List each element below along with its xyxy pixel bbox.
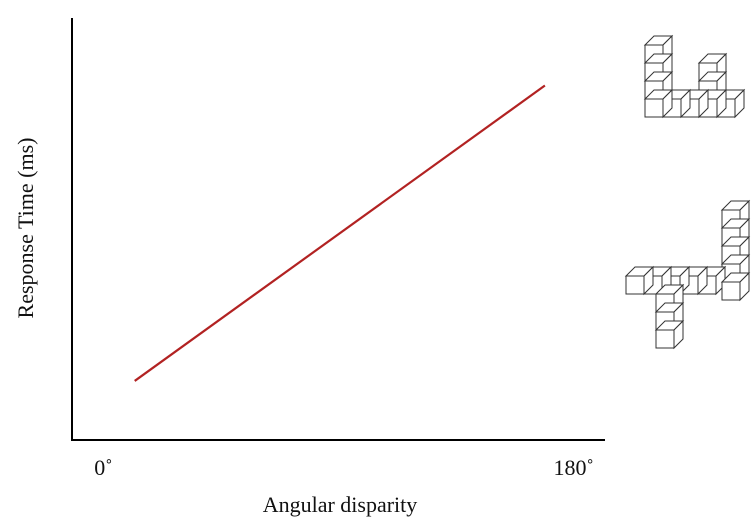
x-axis-label: Angular disparity <box>263 492 418 517</box>
cube-front <box>644 98 664 118</box>
cube-front <box>625 275 645 295</box>
data-line <box>134 84 546 382</box>
cube-front <box>655 329 675 349</box>
cube-front <box>721 281 741 301</box>
x-tick-label: 180˚ <box>553 455 593 480</box>
x-tick-label: 0˚ <box>94 455 112 480</box>
cube-figures <box>624 34 751 350</box>
y-axis-label: Response Time (ms) <box>13 138 38 319</box>
